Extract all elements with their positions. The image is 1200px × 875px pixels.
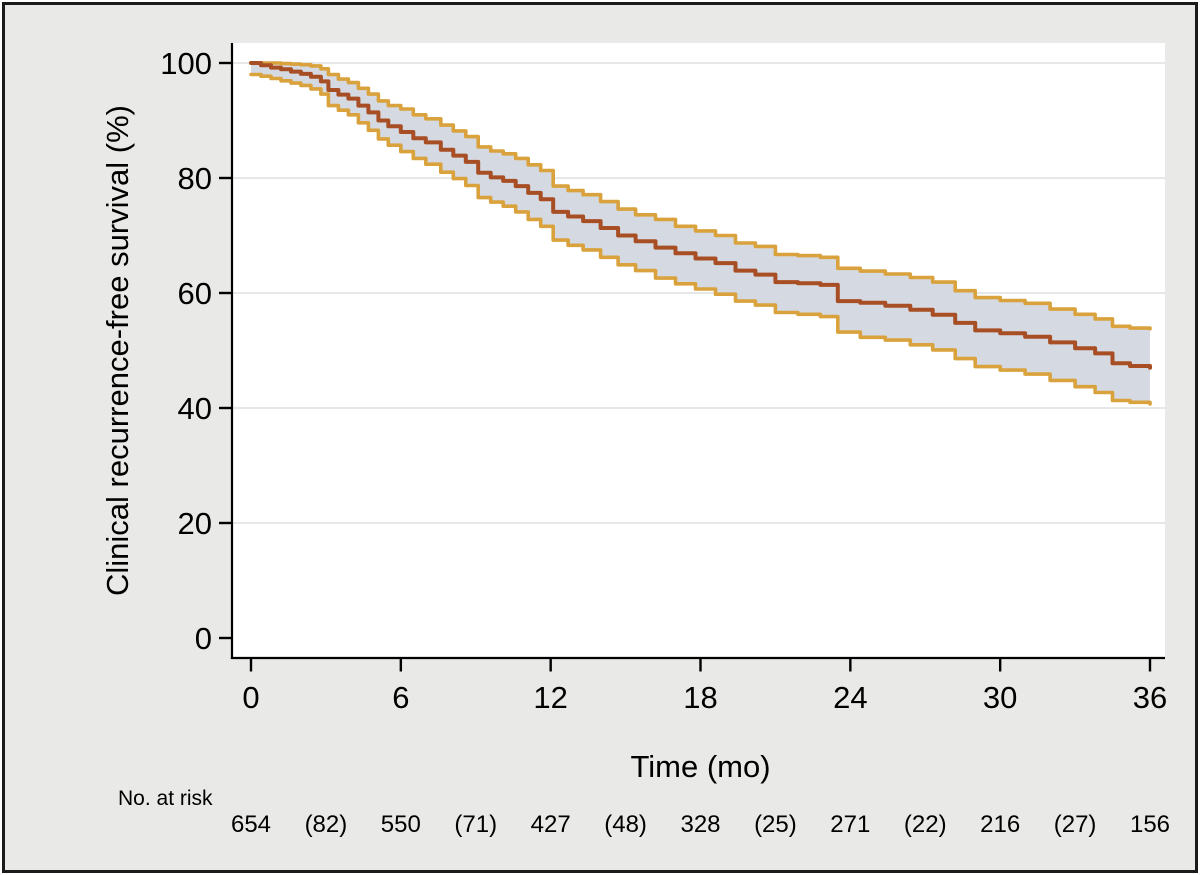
x-tick-label: 18	[683, 680, 717, 715]
x-tick-label: 12	[533, 680, 567, 715]
x-tick-marks	[249, 658, 1152, 672]
x-tick-label: 24	[833, 680, 867, 715]
ci-lower-line	[249, 72, 1152, 406]
risk-count: 216	[980, 811, 1020, 838]
y-tick-label: 20	[178, 506, 212, 541]
gridlines	[233, 62, 1165, 524]
y-tick-label: 40	[178, 391, 212, 426]
confidence-band-fill	[251, 63, 1150, 404]
x-tick-label: 30	[983, 680, 1017, 715]
risk-table-counts: 654 (82) 550 (71) 427 (48) 328 (25) 271 (22) 216 (2…	[231, 811, 1170, 838]
x-tick-labels: 0 6 12 18 24 30 36	[242, 680, 1167, 715]
risk-count: 550	[381, 811, 421, 838]
risk-count: 328	[680, 811, 720, 838]
y-tick-label: 80	[178, 161, 212, 196]
y-tick-label: 100	[160, 46, 212, 81]
y-tick-labels: 100 80 60 40 20 0	[160, 46, 212, 656]
risk-count: 271	[830, 811, 870, 838]
risk-count: (22)	[904, 811, 947, 838]
y-tick-label: 60	[178, 276, 212, 311]
risk-table-label: No. at risk	[118, 787, 213, 810]
risk-count: 156	[1130, 811, 1170, 838]
x-tick-label: 6	[392, 680, 409, 715]
x-tick-label: 36	[1133, 680, 1167, 715]
risk-count: (71)	[454, 811, 497, 838]
ci-upper-line	[249, 61, 1152, 331]
x-axis-title: Time (mo)	[630, 749, 770, 784]
y-tick-label: 0	[195, 621, 212, 656]
x-tick-label: 0	[242, 680, 259, 715]
risk-count: (27)	[1054, 811, 1097, 838]
risk-count: 427	[531, 811, 571, 838]
y-tick-marks	[219, 61, 232, 640]
risk-count: (82)	[305, 811, 348, 838]
risk-count: 654	[231, 811, 271, 838]
risk-count: (48)	[604, 811, 647, 838]
survival-curve	[249, 61, 1152, 370]
risk-count: (25)	[754, 811, 797, 838]
y-axis-title: Clinical recurrence-free survival (%)	[100, 105, 135, 596]
